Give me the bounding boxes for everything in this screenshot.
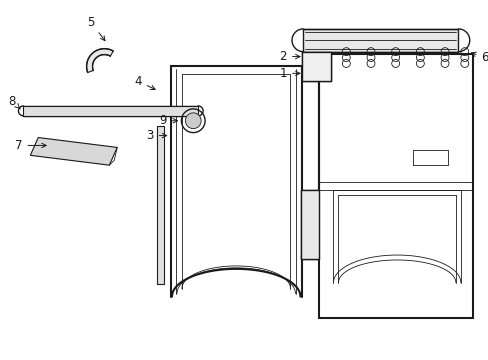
Text: 3: 3 <box>146 129 166 142</box>
Text: 9: 9 <box>159 114 177 127</box>
Circle shape <box>185 113 201 129</box>
Polygon shape <box>303 29 457 51</box>
Polygon shape <box>301 51 331 81</box>
Text: 5: 5 <box>87 15 105 41</box>
Text: 7: 7 <box>15 139 46 152</box>
Text: 4: 4 <box>134 75 155 90</box>
Polygon shape <box>86 49 113 72</box>
Polygon shape <box>300 190 318 259</box>
Text: 1: 1 <box>279 67 299 80</box>
Polygon shape <box>23 106 198 116</box>
Polygon shape <box>156 126 163 284</box>
Polygon shape <box>30 138 117 165</box>
Text: 6: 6 <box>470 51 488 64</box>
Text: 2: 2 <box>279 50 299 63</box>
Text: 8: 8 <box>8 95 20 109</box>
